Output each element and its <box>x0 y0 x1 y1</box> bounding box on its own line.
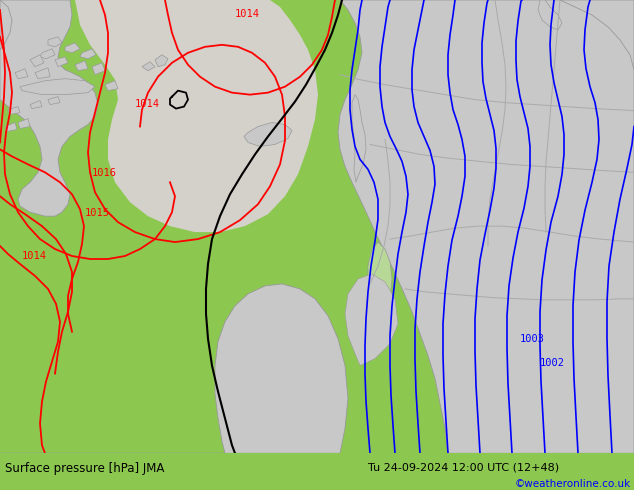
Text: 1014: 1014 <box>235 9 260 19</box>
Text: Tu 24-09-2024 12:00 UTC (12+48): Tu 24-09-2024 12:00 UTC (12+48) <box>368 462 559 472</box>
Polygon shape <box>40 49 55 59</box>
Polygon shape <box>15 69 28 79</box>
Text: 1014: 1014 <box>22 251 47 261</box>
Polygon shape <box>244 122 292 147</box>
Text: ©weatheronline.co.uk: ©weatheronline.co.uk <box>515 480 631 490</box>
Polygon shape <box>8 107 20 115</box>
Text: 1003: 1003 <box>520 334 545 343</box>
Polygon shape <box>65 43 80 53</box>
Polygon shape <box>560 0 634 70</box>
Polygon shape <box>75 0 318 232</box>
Polygon shape <box>48 97 60 104</box>
Polygon shape <box>345 274 398 366</box>
Polygon shape <box>352 95 366 182</box>
Polygon shape <box>48 37 62 47</box>
Polygon shape <box>75 61 88 71</box>
Text: 1014: 1014 <box>135 98 160 109</box>
Polygon shape <box>338 0 634 453</box>
Polygon shape <box>35 68 50 79</box>
Polygon shape <box>0 0 12 50</box>
Polygon shape <box>105 81 118 91</box>
Polygon shape <box>368 242 392 339</box>
Polygon shape <box>142 62 155 71</box>
Polygon shape <box>30 100 42 109</box>
Polygon shape <box>80 49 96 59</box>
Polygon shape <box>20 79 95 95</box>
Text: 1016: 1016 <box>92 169 117 178</box>
Polygon shape <box>0 0 98 216</box>
Polygon shape <box>5 122 17 131</box>
Text: Surface pressure [hPa] JMA: Surface pressure [hPa] JMA <box>5 462 164 475</box>
Polygon shape <box>0 284 348 453</box>
Text: 1002: 1002 <box>540 358 565 368</box>
Polygon shape <box>92 63 105 74</box>
Polygon shape <box>55 57 68 67</box>
Polygon shape <box>30 55 44 67</box>
Polygon shape <box>155 55 168 67</box>
Text: 1015: 1015 <box>85 208 110 218</box>
Polygon shape <box>538 0 562 30</box>
Polygon shape <box>18 119 30 128</box>
